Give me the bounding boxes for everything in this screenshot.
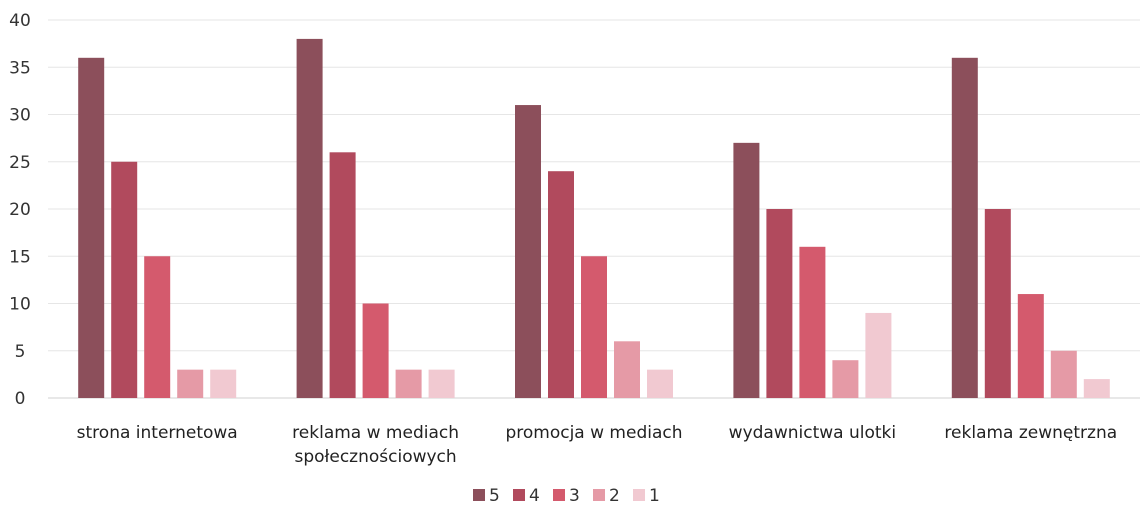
bar-series-5 — [951, 57, 978, 399]
bar-series-4 — [766, 209, 793, 398]
x-axis-categories: strona internetowa reklama w mediach społe… — [77, 423, 1118, 467]
y-tick-label: 35 — [9, 58, 31, 78]
legend-swatch — [633, 489, 645, 501]
bar-series-2 — [1050, 350, 1077, 398]
bar-series-4 — [329, 152, 356, 398]
bar-series-3 — [799, 246, 826, 398]
bar-series-4 — [111, 161, 138, 398]
y-tick-label: 30 — [9, 106, 31, 126]
bar-series-5 — [733, 142, 760, 398]
category-label: strona internetowa — [77, 423, 238, 443]
y-tick-label: 15 — [9, 247, 31, 267]
legend-swatch — [473, 489, 485, 501]
bar-series-1 — [1083, 379, 1110, 398]
y-axis-ticks: 0 5 10 15 20 25 30 35 40 — [9, 11, 31, 409]
bar-series-3 — [144, 256, 171, 398]
category-label: promocja w mediach — [505, 423, 682, 443]
category-label: społecznościowych — [294, 447, 456, 467]
category-label: reklama w mediach — [292, 423, 459, 443]
y-tick-label: 40 — [9, 11, 31, 31]
bar-series-5 — [296, 38, 323, 399]
legend-swatch — [553, 489, 565, 501]
legend-label: 5 — [489, 486, 500, 506]
legend-label: 4 — [529, 486, 540, 506]
y-tick-label: 5 — [15, 342, 26, 362]
legend-label: 3 — [569, 486, 580, 506]
bar-series-3 — [362, 303, 389, 398]
legend-swatch — [593, 489, 605, 501]
y-tick-label: 10 — [9, 295, 31, 315]
bar-series-2 — [832, 360, 859, 398]
bar-series-1 — [647, 369, 673, 398]
bar-series-5 — [515, 105, 541, 399]
bar-series-1 — [865, 312, 892, 398]
legend-label: 2 — [609, 486, 620, 506]
y-tick-label: 20 — [9, 200, 31, 220]
y-tick-label: 25 — [9, 153, 31, 173]
category-label: wydawnictwa ulotki — [729, 423, 896, 443]
bar-series-5 — [78, 57, 105, 399]
bar-series-2 — [177, 369, 204, 398]
bar-series-1 — [428, 369, 455, 398]
bar-series-1 — [210, 369, 237, 398]
bar-series-4 — [984, 209, 1011, 398]
bar-series-3 — [1017, 294, 1044, 398]
bar-series-3 — [581, 256, 607, 398]
y-tick-label: 0 — [15, 389, 26, 409]
legend-label: 1 — [649, 486, 660, 506]
bar-series-2 — [614, 341, 640, 398]
legend: 5 4 3 2 1 — [473, 486, 660, 506]
category-label: reklama zewnętrzna — [944, 423, 1117, 443]
gridlines — [48, 19, 1140, 399]
bar-series-4 — [548, 171, 574, 398]
legend-swatch — [513, 489, 525, 501]
bar-series-2 — [395, 369, 422, 398]
bars — [78, 38, 1110, 399]
